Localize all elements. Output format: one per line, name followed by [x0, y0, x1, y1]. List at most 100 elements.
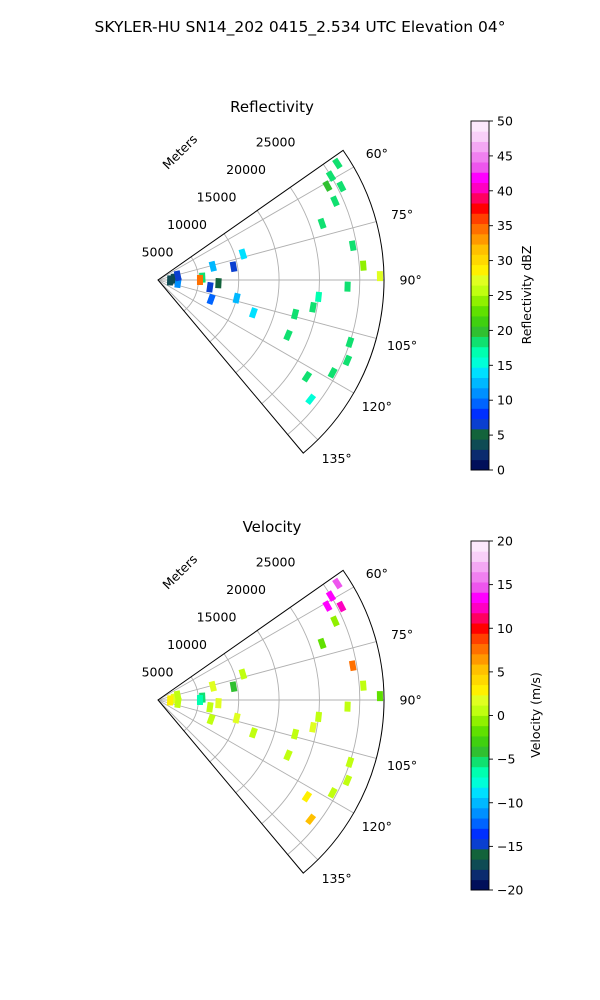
colorbar-tick-label: 10: [497, 393, 513, 408]
echo-mark: [196, 695, 203, 705]
colorbar-segment: [471, 387, 489, 399]
colorbar-tick-label: 20: [497, 534, 513, 549]
colorbar-segment: [471, 879, 489, 891]
range-ring: [287, 164, 361, 435]
echo-mark: [196, 275, 203, 285]
colorbar-segment: [471, 408, 489, 420]
colorbar-segment: [471, 684, 489, 696]
echo-mark: [315, 291, 323, 303]
colorbar-tick-label: 20: [497, 323, 513, 338]
colorbar-segment: [471, 859, 489, 870]
theta-tick-label: 120°: [362, 399, 392, 414]
colorbar-segment: [471, 336, 489, 348]
echo-mark: [315, 711, 323, 723]
echo-mark: [345, 756, 355, 769]
echo-mark: [342, 774, 353, 787]
theta-tick-label: 105°: [387, 758, 417, 773]
colorbar-tick-label: 0: [497, 708, 505, 723]
colorbar-segment: [471, 664, 489, 675]
theta-tick-label: 120°: [362, 819, 392, 834]
colorbar-segment: [471, 151, 489, 163]
colorbar-tick-label: 15: [497, 358, 513, 373]
r-tick-label: 25000: [256, 134, 296, 149]
colorbar-segment: [471, 233, 489, 245]
theta-tick-label: 75°: [391, 207, 413, 222]
colorbar-segment: [471, 131, 489, 142]
r-tick-label: 5000: [142, 664, 174, 679]
echo-mark: [238, 668, 248, 680]
r-tick-label: 15000: [197, 609, 237, 624]
echo-mark: [342, 354, 353, 367]
colorbar-segment: [471, 305, 489, 317]
echo-mark: [248, 727, 258, 739]
echo-mark: [229, 261, 238, 273]
colorbar-segment: [471, 541, 489, 552]
theta-tick-label: 90°: [400, 693, 422, 708]
range-ring: [261, 187, 320, 405]
colorbar-tick-label: 25: [497, 288, 513, 303]
colorbar-segment: [471, 192, 489, 204]
echo-mark: [348, 660, 357, 672]
echo-mark: [208, 260, 217, 272]
colorbar-segment: [471, 367, 489, 379]
colorbar-segment: [471, 736, 489, 747]
echo-mark: [305, 813, 317, 826]
echo-mark: [283, 749, 293, 761]
colorbar-segment: [471, 756, 489, 768]
polar-sector: 60° 75° 90° 105° 120° 135° 5000 10000 15000 20000…: [142, 134, 422, 466]
colorbar-tick-label: 0: [497, 463, 505, 478]
colorbar-label: Reflectivity dBZ: [519, 246, 534, 345]
colorbar-segment: [471, 633, 489, 645]
colorbar-segment: [471, 777, 489, 788]
colorbar-segment: [471, 828, 489, 840]
r-tick-label: 20000: [226, 582, 266, 597]
colorbar-segment: [471, 705, 489, 716]
echo-mark: [173, 270, 182, 282]
colorbar-segment: [471, 418, 489, 430]
colorbar-segment: [471, 141, 489, 153]
colorbar-segment: [471, 571, 489, 583]
echo-mark: [332, 577, 343, 590]
echo-mark: [208, 680, 217, 692]
colorbar-segment: [471, 551, 489, 562]
echo-mark: [166, 275, 174, 286]
colorbar-segment: [471, 838, 489, 850]
echo-mark: [206, 713, 216, 726]
colorbar-segment: [471, 766, 489, 778]
sector-outline: [157, 569, 385, 874]
colorbar-segment: [471, 439, 489, 450]
colorbar-segment: [471, 428, 489, 440]
azimuth-gridline: [157, 279, 354, 394]
colorbar-segment: [471, 612, 489, 624]
range-ring: [183, 256, 199, 312]
colorbar-segment: [471, 592, 489, 603]
range-ring: [209, 233, 240, 343]
colorbar-tick-label: −10: [497, 795, 523, 810]
echo-mark: [330, 195, 340, 207]
azimuth-gridline: [157, 279, 377, 339]
colorbar-tick-label: 45: [497, 148, 513, 163]
echo-mark: [166, 695, 174, 706]
theta-tick-label: 60°: [366, 146, 388, 161]
colorbar-segment: [471, 459, 489, 471]
echo-mark: [322, 600, 333, 612]
range-ring: [209, 653, 240, 763]
colorbar-segment: [471, 602, 489, 614]
colorbar-segment: [471, 274, 489, 286]
azimuth-gridline: [157, 166, 354, 281]
colorbar-tick-label: −15: [497, 839, 523, 854]
colorbar-segment: [471, 869, 489, 881]
echo-mark: [376, 271, 384, 282]
echo-mark: [336, 600, 347, 613]
echo-mark: [332, 157, 343, 170]
figure-suptitle: SKYLER-HU SN14_202 0415_2.534 UTC Elevat…: [95, 18, 506, 37]
panel-title: Velocity: [243, 518, 302, 536]
echo-mark: [215, 698, 222, 709]
echo-mark: [325, 590, 337, 602]
colorbar-segment: [471, 623, 489, 634]
colorbar-segment: [471, 162, 489, 173]
r-tick-label: 20000: [226, 162, 266, 177]
echo-mark: [376, 691, 384, 702]
azimuth-gridline: [157, 699, 377, 759]
